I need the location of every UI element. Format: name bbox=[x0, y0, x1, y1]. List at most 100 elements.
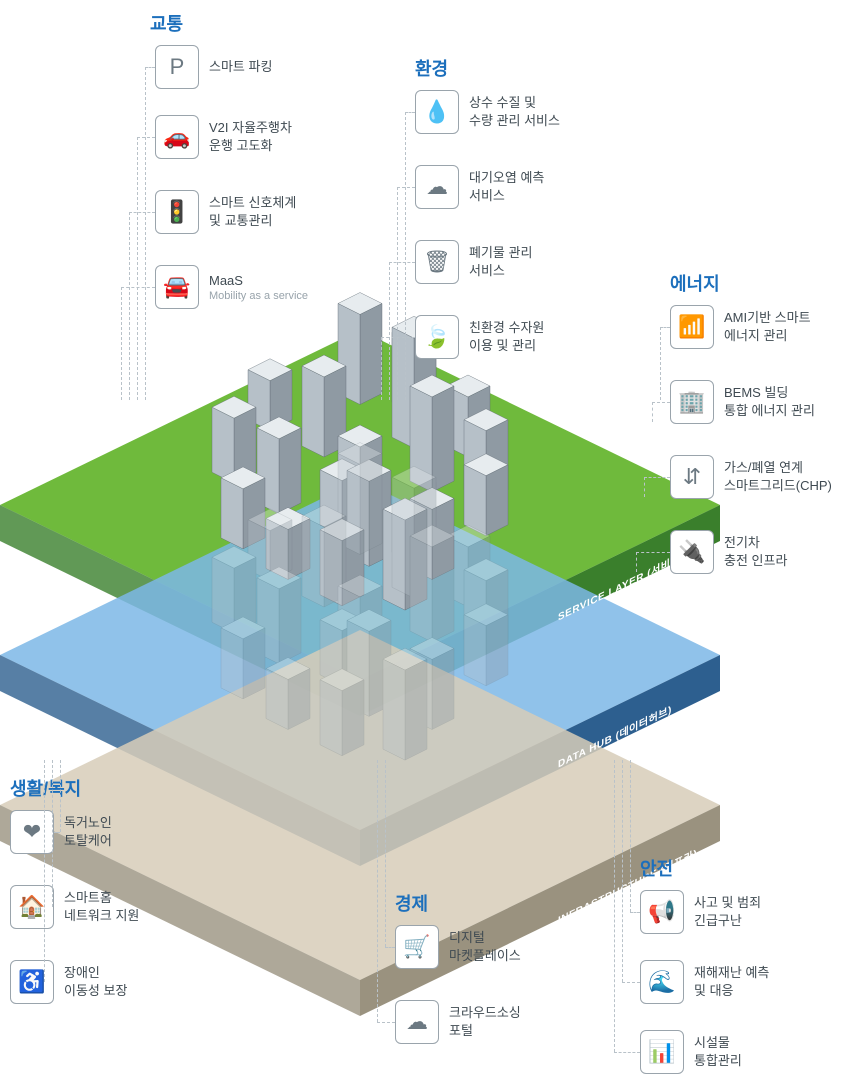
car-v2i-icon: 🚗 bbox=[155, 115, 199, 159]
leader-line bbox=[385, 947, 395, 948]
market-cart-icon: 🛒 bbox=[395, 925, 439, 969]
item-label: 재해재난 예측 및 대응 bbox=[694, 964, 769, 999]
item-welfare-2: ♿ 장애인 이동성 보장 bbox=[10, 960, 127, 1004]
ev-plug-icon: 🔌 bbox=[670, 530, 714, 574]
alarm-icon: 📢 bbox=[640, 890, 684, 934]
item-label: 스마트 파킹 bbox=[209, 58, 272, 76]
category-title-economy: 경제 bbox=[395, 890, 428, 916]
category-title-environment: 환경 bbox=[415, 55, 448, 81]
item-environment-2: 🗑 폐기물 관리 서비스 bbox=[415, 240, 532, 284]
item-label: 전기차 충전 인프라 bbox=[724, 534, 787, 569]
leader-line bbox=[644, 477, 645, 497]
item-environment-3: 🍃 친환경 수자원 이용 및 관리 bbox=[415, 315, 544, 359]
leader-line bbox=[121, 287, 122, 400]
leader-line bbox=[145, 67, 146, 400]
item-label: 상수 수질 및 수량 관리 서비스 bbox=[469, 94, 560, 129]
leader-line bbox=[660, 327, 661, 400]
item-transport-0: P스마트 파킹 bbox=[155, 45, 272, 89]
leader-line bbox=[405, 112, 415, 113]
leader-line bbox=[636, 552, 670, 553]
leader-line bbox=[630, 760, 631, 912]
item-safety-2: 📊 시설물 통합관리 bbox=[640, 1030, 742, 1074]
eco-leaf-icon: 🍃 bbox=[415, 315, 459, 359]
leader-line bbox=[385, 760, 386, 947]
item-label: 크라우드소싱 포털 bbox=[449, 1004, 521, 1039]
item-label: 독거노인 토탈케어 bbox=[64, 814, 112, 849]
leader-line bbox=[660, 327, 670, 328]
leader-line bbox=[137, 137, 155, 138]
leader-line bbox=[54, 832, 60, 833]
item-label: 시설물 통합관리 bbox=[694, 1034, 742, 1069]
leader-line bbox=[397, 187, 398, 400]
heart-care-icon: ❤ bbox=[10, 810, 54, 854]
leader-line bbox=[121, 287, 155, 288]
item-label: V2I 자율주행차 운행 고도화 bbox=[209, 119, 292, 154]
item-environment-1: ☁ 대기오염 예측 서비스 bbox=[415, 165, 544, 209]
item-energy-1: 🏢BEMS 빌딩 통합 에너지 관리 bbox=[670, 380, 815, 424]
leader-line bbox=[622, 982, 640, 983]
item-energy-0: 📶 AMI기반 스마트 에너지 관리 bbox=[670, 305, 811, 349]
item-label: 대기오염 예측 서비스 bbox=[469, 169, 544, 204]
leader-line bbox=[652, 402, 670, 403]
item-label: MaaS bbox=[209, 272, 308, 290]
item-label: 폐기물 관리 서비스 bbox=[469, 244, 532, 279]
leader-line bbox=[614, 760, 615, 1052]
leader-line bbox=[145, 67, 155, 68]
leader-line bbox=[644, 477, 670, 478]
water-drop-icon: 💧 bbox=[415, 90, 459, 134]
category-title-welfare: 생활/복지 bbox=[10, 775, 81, 801]
leader-line bbox=[44, 760, 45, 982]
item-economy-0: 🛒 디지털 마켓플레이스 bbox=[395, 925, 521, 969]
leader-line bbox=[377, 1022, 395, 1023]
leader-line bbox=[630, 912, 640, 913]
item-welfare-1: 🏠 스마트홈 네트워크 지원 bbox=[10, 885, 139, 929]
leader-line bbox=[652, 402, 653, 422]
item-label: AMI기반 스마트 에너지 관리 bbox=[724, 309, 811, 344]
category-title-energy: 에너지 bbox=[670, 270, 720, 296]
grid-arrows-icon: ⇵ bbox=[670, 455, 714, 499]
item-label: 스마트홈 네트워크 지원 bbox=[64, 889, 139, 924]
crowd-cloud-icon: ☁ bbox=[395, 1000, 439, 1044]
item-safety-1: 🌊 재해재난 예측 및 대응 bbox=[640, 960, 769, 1004]
leader-line bbox=[52, 760, 53, 907]
maas-icon: 🚘 bbox=[155, 265, 199, 309]
disaster-wave-icon: 🌊 bbox=[640, 960, 684, 1004]
leader-line bbox=[381, 337, 415, 338]
leader-line bbox=[405, 112, 406, 400]
item-label: 가스/폐열 연계 스마트그리드(CHP) bbox=[724, 459, 832, 494]
leader-line bbox=[129, 212, 130, 400]
item-safety-0: 📢 사고 및 범죄 긴급구난 bbox=[640, 890, 761, 934]
item-economy-1: ☁ 크라우드소싱 포털 bbox=[395, 1000, 521, 1044]
traffic-light-icon: 🚦 bbox=[155, 190, 199, 234]
item-label: 디지털 마켓플레이스 bbox=[449, 929, 521, 964]
smart-home-icon: 🏠 bbox=[10, 885, 54, 929]
air-cloud-icon: ☁ bbox=[415, 165, 459, 209]
ami-meter-icon: 📶 bbox=[670, 305, 714, 349]
item-transport-1: 🚗 V2I 자율주행차 운행 고도화 bbox=[155, 115, 292, 159]
item-label: 사고 및 범죄 긴급구난 bbox=[694, 894, 761, 929]
item-energy-2: ⇵ 가스/폐열 연계 스마트그리드(CHP) bbox=[670, 455, 832, 499]
item-label: 스마트 신호체계 및 교통관리 bbox=[209, 194, 296, 229]
item-label: 친환경 수자원 이용 및 관리 bbox=[469, 319, 544, 354]
waste-bin-icon: 🗑 bbox=[415, 240, 459, 284]
item-transport-2: 🚦 스마트 신호체계 및 교통관리 bbox=[155, 190, 296, 234]
item-label: 장애인 이동성 보장 bbox=[64, 964, 127, 999]
leader-line bbox=[129, 212, 155, 213]
wheelchair-icon: ♿ bbox=[10, 960, 54, 1004]
leader-line bbox=[137, 137, 138, 400]
item-environment-0: 💧 상수 수질 및 수량 관리 서비스 bbox=[415, 90, 560, 134]
category-title-transport: 교통 bbox=[150, 10, 183, 36]
leader-line bbox=[397, 187, 415, 188]
leader-line bbox=[622, 760, 623, 982]
item-sublabel: Mobility as a service bbox=[209, 290, 308, 302]
leader-line bbox=[389, 262, 390, 400]
leader-line bbox=[381, 337, 382, 400]
facility-chart-icon: 📊 bbox=[640, 1030, 684, 1074]
leader-line bbox=[636, 552, 637, 572]
category-title-safety: 안전 bbox=[640, 855, 673, 881]
leader-line bbox=[614, 1052, 640, 1053]
item-energy-3: 🔌 전기차 충전 인프라 bbox=[670, 530, 787, 574]
leader-line bbox=[377, 760, 378, 1022]
item-label: BEMS 빌딩 통합 에너지 관리 bbox=[724, 384, 815, 419]
leader-line bbox=[60, 760, 61, 832]
